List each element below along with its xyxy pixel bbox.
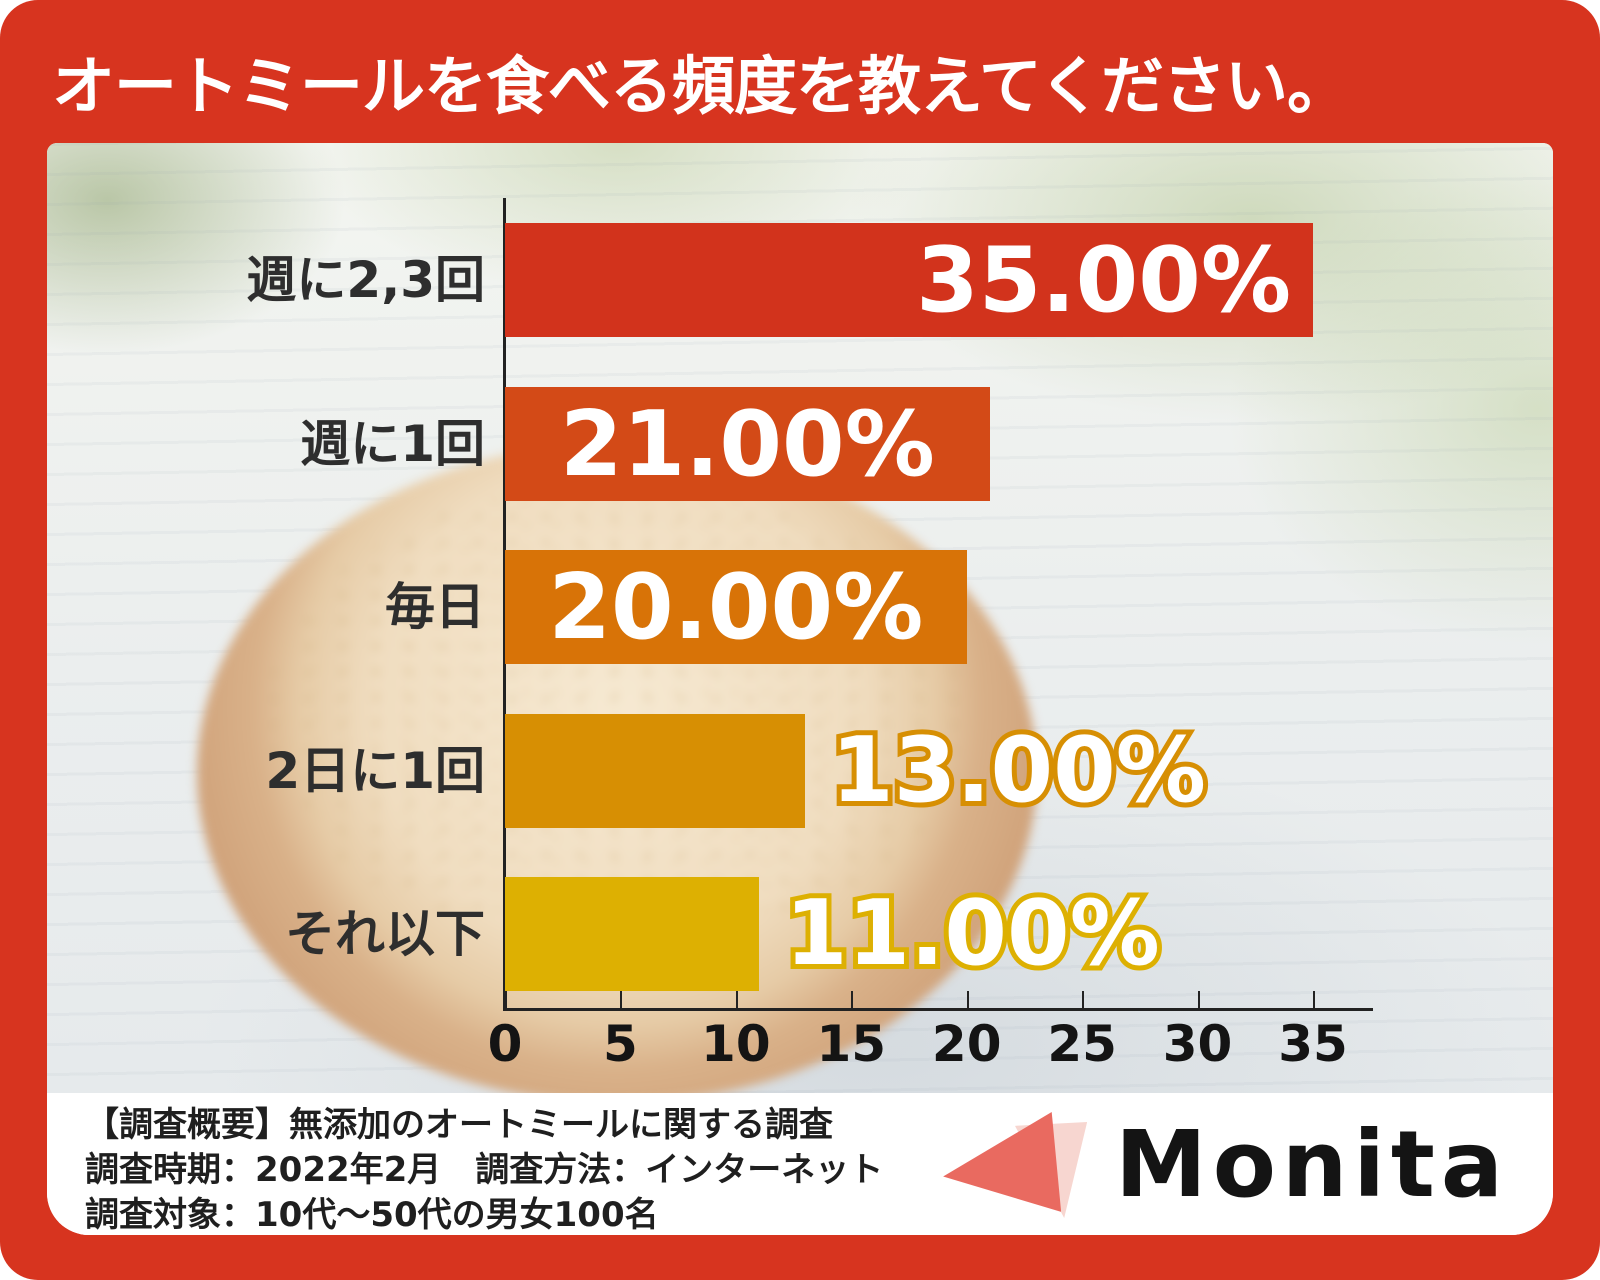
- bar-chart: 週に2,3回 35.00% 週に1回 21.00% 毎日 20.00% 2日に1回 13.00…: [47, 143, 1553, 1093]
- survey-line-3: 調査対象：10代～50代の男女100名: [85, 1195, 659, 1235]
- survey-overview: 【調査概要】無添加のオートミールに関する調査 調査時期：2022年2月 調査方法…: [85, 1103, 883, 1235]
- x-tick: [1197, 991, 1200, 1009]
- bar-value: 35.00%: [916, 228, 1291, 333]
- category-label: それ以下: [285, 905, 485, 963]
- category-label: 毎日: [385, 578, 485, 636]
- bar: [505, 386, 990, 501]
- bar-value: 13.00%: [831, 714, 1206, 828]
- x-tick-label: 25: [1047, 1015, 1117, 1073]
- x-tick: [735, 991, 738, 1009]
- chart-title: オートミールを食べる頻度を教えてください。: [52, 49, 1350, 123]
- x-tick-label: 35: [1278, 1015, 1348, 1073]
- y-axis-line: [503, 198, 506, 1010]
- x-axis-line: [503, 1008, 1373, 1011]
- survey-line-1: 【調査概要】無添加のオートミールに関する調査: [85, 1105, 833, 1145]
- logo-text: Monita: [1115, 1110, 1509, 1218]
- x-tick-label: 0: [487, 1015, 523, 1073]
- x-tick-label: 15: [816, 1015, 887, 1073]
- category-label: 週に1回: [300, 414, 485, 473]
- category-label: 2日に1回: [265, 741, 485, 800]
- bar: [505, 713, 806, 828]
- bar: [505, 223, 1313, 337]
- x-tick: [851, 991, 854, 1009]
- x-tick-label: 10: [701, 1015, 771, 1073]
- survey-info-strip: 【調査概要】無添加のオートミールに関する調査 調査時期：2022年2月 調査方法…: [47, 1093, 1553, 1235]
- content-panel: 週に2,3回 35.00% 週に1回 21.00% 毎日 20.00% 2日に1回 13.00…: [47, 143, 1553, 1235]
- bar: [505, 877, 759, 991]
- x-tick-label: 5: [603, 1015, 638, 1073]
- survey-line-2: 調査時期：2022年2月 調査方法：インターネット: [85, 1150, 884, 1190]
- monita-logo: Monita: [943, 1093, 1509, 1235]
- bar: [505, 550, 967, 664]
- x-tick-label: 30: [1162, 1015, 1233, 1073]
- x-tick: [505, 991, 507, 1009]
- x-tick: [966, 991, 969, 1009]
- bar-value: 11.00%: [785, 877, 1160, 991]
- paper-plane-main-triangle: [943, 1112, 1062, 1212]
- category-label: 週に2,3回: [246, 251, 485, 309]
- x-tick: [1313, 991, 1315, 1009]
- x-tick-label: 20: [931, 1015, 1002, 1073]
- x-tick: [620, 991, 623, 1009]
- paper-plane-icon: [943, 1104, 1093, 1224]
- x-tick: [1082, 991, 1085, 1009]
- bar-value: 20.00%: [548, 555, 924, 660]
- bar-value: 21.00%: [559, 391, 935, 497]
